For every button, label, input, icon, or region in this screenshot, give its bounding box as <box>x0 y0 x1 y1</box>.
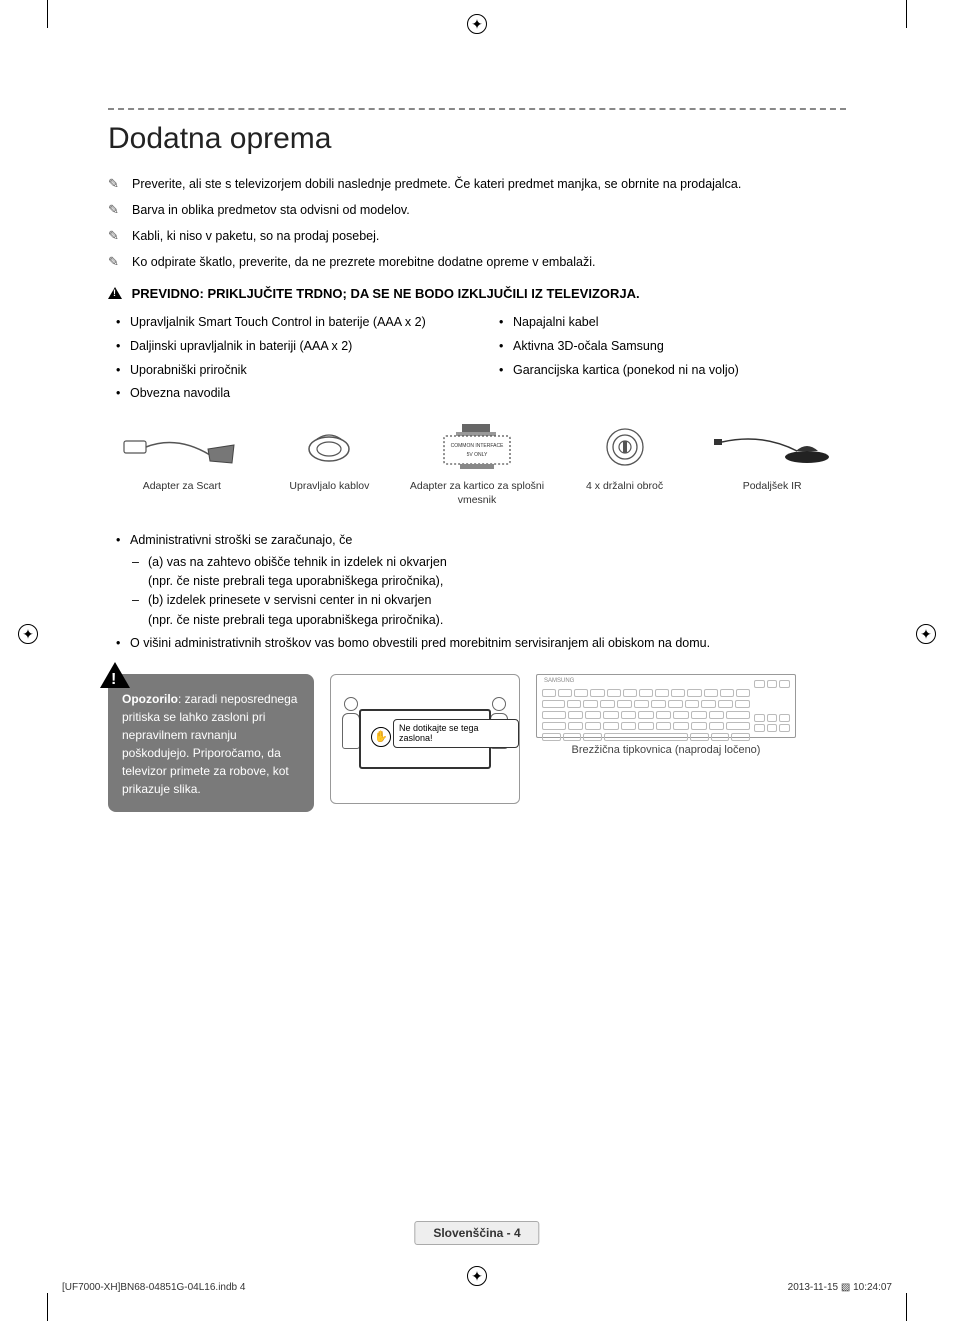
footer-meta: [UF7000-XH]BN68-04851G-04L16.indb 4 2013… <box>62 1282 892 1293</box>
note-item: Barva in oblika predmetov sta odvisni od… <box>108 200 846 220</box>
crop-mark-right: ✦ <box>916 624 936 644</box>
tv-handling-illustration: ✋ Ne dotikajte se tega zaslona! <box>330 674 520 804</box>
keyboard-illustration: SAMSUNG <box>536 674 796 738</box>
note-item: Ko odpirate škatlo, preverite, da ne pre… <box>108 252 846 272</box>
note-item: Kabli, ki niso v paketu, so na prodaj po… <box>108 226 846 246</box>
crop-mark-left: ✦ <box>18 624 38 644</box>
admin-sub: (a) vas na zahtevo obišče tehnik in izde… <box>130 553 846 592</box>
admin-line: O višini administrativnih stroškov vas b… <box>108 634 846 653</box>
item: Daljinski upravljalnik in bateriji (AAA … <box>108 335 463 359</box>
note-item: Preverite, ali ste s televizorjem dobili… <box>108 174 846 194</box>
cable-holder-icon <box>262 420 398 474</box>
item: Garancijska kartica (ponekod ni na voljo… <box>491 359 846 383</box>
crop-tick <box>47 0 48 28</box>
keyboard-brand: SAMSUNG <box>544 678 752 684</box>
item: Napajalni kabel <box>491 311 846 335</box>
item: Upravljalnik Smart Touch Control in bate… <box>108 311 463 335</box>
note-list: Preverite, ali ste s televizorjem dobili… <box>108 174 846 272</box>
ci-label-bottom: 5V ONLY <box>467 452 488 458</box>
footer-timestamp: 2013-11-15 ▧ 10:24:07 <box>788 1282 892 1293</box>
footer-language-badge: Slovenščina - 4 <box>414 1221 539 1245</box>
page-title: Dodatna oprema <box>108 122 846 156</box>
warning-badge-icon: ! <box>100 662 130 688</box>
scart-adapter-icon <box>114 420 250 474</box>
accessory-grid: Adapter za Scart Upravljalo kablov COMMO… <box>108 416 846 515</box>
crop-mark-top: ✦ <box>467 14 487 34</box>
accessory-cell: COMMON INTERFACE 5V ONLY Adapter za kart… <box>403 416 551 515</box>
item: Uporabniški priročnik <box>108 359 463 383</box>
ci-card-adapter-icon: COMMON INTERFACE 5V ONLY <box>409 420 545 474</box>
caution-text: PREVIDNO: PRIKLJUČITE TRDNO; DA SE NE BO… <box>132 286 640 301</box>
accessory-label: Adapter za kartico za splošni vmesnik <box>409 480 545 507</box>
crop-tick <box>47 1293 48 1321</box>
caution-row: PREVIDNO: PRIKLJUČITE TRDNO; DA SE NE BO… <box>108 286 846 301</box>
admin-costs-block: Administrativni stroški se zaračunajo, č… <box>108 531 846 653</box>
included-items: Upravljalnik Smart Touch Control in bate… <box>108 311 846 406</box>
accessory-cell: Adapter za Scart <box>108 416 256 515</box>
ir-extender-icon <box>704 420 840 474</box>
crop-tick <box>906 1293 907 1321</box>
accessory-cell: Upravljalo kablov <box>256 416 404 515</box>
no-touch-icon: ✋ <box>371 727 391 747</box>
holder-ring-icon <box>557 420 693 474</box>
warning-bold: Opozorilo <box>122 692 178 706</box>
crop-tick <box>906 0 907 28</box>
warning-row: ! Opozorilo: zaradi neposrednega pritisk… <box>108 674 846 812</box>
page-content: Dodatna oprema Preverite, ali ste s tele… <box>108 108 846 812</box>
accessory-label: Adapter za Scart <box>114 480 250 494</box>
admin-line: Administrativni stroški se zaračunajo, č… <box>108 531 846 630</box>
warning-triangle-icon <box>108 287 122 299</box>
accessory-label: Upravljalo kablov <box>262 480 398 494</box>
admin-sub: (b) izdelek prinesete v servisni center … <box>130 591 846 630</box>
screen-bubble: Ne dotikajte se tega zaslona! <box>393 719 519 749</box>
admin-text: Administrativni stroški se zaračunajo, č… <box>130 533 352 547</box>
dashed-rule <box>108 108 846 110</box>
keyboard-caption: Brezžična tipkovnica (naprodaj ločeno) <box>536 744 796 756</box>
accessory-label: Podaljšek IR <box>704 480 840 494</box>
footer-filename: [UF7000-XH]BN68-04851G-04L16.indb 4 <box>62 1282 245 1293</box>
accessory-cell: Podaljšek IR <box>698 416 846 515</box>
keyboard-column: SAMSUNG Brezžična tipkovnica (naprodaj l… <box>536 674 796 756</box>
warning-text: : zaradi neposrednega pritiska se lahko … <box>122 692 297 796</box>
accessory-cell: 4 x držalni obroč <box>551 416 699 515</box>
accessory-label: 4 x držalni obroč <box>557 480 693 494</box>
item: Aktivna 3D-očala Samsung <box>491 335 846 359</box>
warning-box: ! Opozorilo: zaradi neposrednega pritisk… <box>108 674 314 812</box>
ci-label-top: COMMON INTERFACE <box>451 443 504 449</box>
item: Obvezna navodila <box>108 382 463 406</box>
